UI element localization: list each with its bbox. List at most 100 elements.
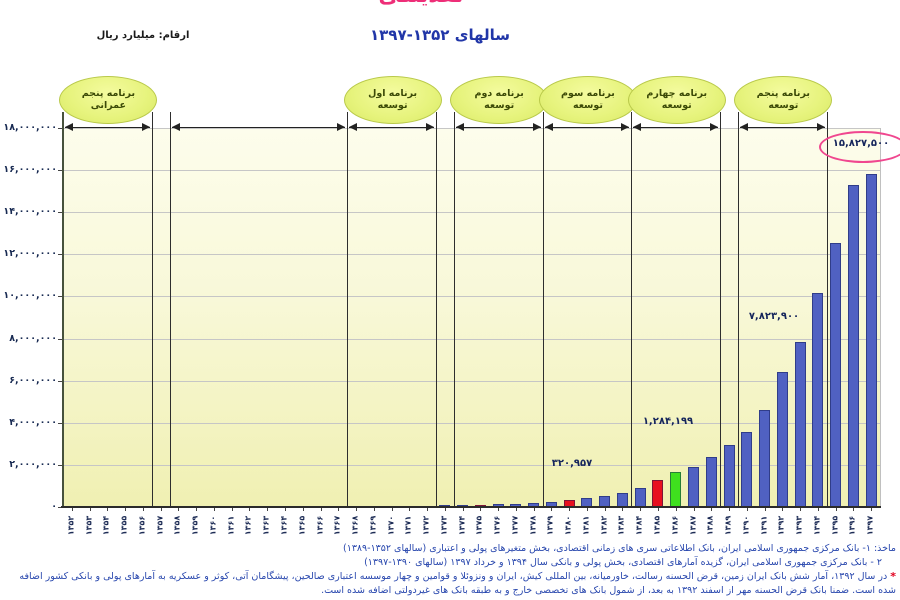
plan-oval-label-line1: برنامه چهارم	[646, 87, 708, 99]
plan-oval: برنامه سوم توسعه	[538, 76, 637, 124]
bar	[794, 342, 806, 507]
bar	[865, 173, 877, 507]
x-axis-tick-label: ۱۳۶۶	[315, 515, 325, 536]
y-axis-label: ۱۸,۰۰۰,۰۰۰	[3, 122, 57, 133]
x-axis-tick-label: ۱۳۶۳	[261, 515, 271, 536]
gridline	[63, 464, 880, 466]
chart-subtitle-years: سالهای ۱۳۵۲-۱۳۹۷	[369, 26, 510, 44]
plan-oval-label-line1: برنامه اول	[368, 87, 418, 99]
x-axis-tick-label: ۱۳۹۲	[776, 515, 786, 536]
x-axis-tick-label: ۱۳۸۴	[634, 515, 644, 536]
plan-oval-label-line2: توسعه	[768, 100, 799, 111]
x-axis-tick	[338, 508, 340, 511]
x-axis-tick-label: ۱۳۹۴	[812, 515, 822, 536]
plan-span-arrow	[455, 123, 541, 131]
plan-span-arrow	[739, 123, 825, 131]
highlight-ellipse	[819, 131, 900, 163]
x-axis-tick-label: ۱۳۹۶	[847, 515, 857, 536]
bar	[705, 457, 717, 507]
y-axis-label: ۱۲,۰۰۰,۰۰۰	[3, 248, 57, 260]
source-line-1: ماخذ: ۱- بانک مرکزی جمهوری اسلامی ایران،…	[343, 543, 896, 554]
x-axis-tick	[249, 508, 251, 511]
x-axis-tick	[746, 508, 748, 511]
gridline	[63, 128, 880, 129]
gridline	[63, 254, 880, 256]
x-axis-tick-label: ۱۳۵۴	[101, 515, 111, 536]
x-axis-tick	[267, 508, 269, 511]
y-axis-tick	[58, 380, 63, 382]
x-axis-tick	[71, 508, 73, 511]
plan-span-arrow	[171, 123, 346, 131]
plan-boundary-line	[454, 112, 455, 507]
plan-oval-label-line1: برنامه پنجم	[81, 87, 136, 99]
y-axis-tick	[58, 128, 63, 129]
x-axis-tick	[729, 508, 731, 511]
x-axis-tick-label: ۱۳۹۳	[794, 515, 804, 536]
y-axis-tick	[58, 338, 63, 340]
x-axis-tick-label: ۱۳۵۶	[137, 515, 147, 536]
plan-oval: برنامه دوم توسعه	[450, 76, 549, 124]
gridline	[63, 170, 880, 172]
plan-oval-label-line1: برنامه دوم	[474, 87, 524, 99]
x-axis-tick	[320, 508, 322, 511]
value-label: ۷,۸۲۳,۹۰۰	[748, 311, 800, 322]
x-axis-tick-label: ۱۳۹۱	[759, 515, 769, 536]
x-axis-tick	[853, 508, 855, 511]
x-axis-tick-label: ۱۳۷۸	[528, 515, 538, 536]
plan-oval: برنامه پنجم عمرانی	[59, 76, 158, 124]
x-axis-tick	[302, 508, 304, 511]
y-axis-line	[62, 112, 64, 507]
x-axis-tick-label: ۱۳۷۰	[386, 515, 396, 536]
x-axis-tick-label: ۱۳۷۷	[510, 515, 520, 536]
x-axis-tick	[178, 508, 180, 511]
page-title-clipped: نقدینگی	[366, 0, 476, 7]
x-axis-tick	[89, 508, 91, 511]
y-axis-label: ۱۰,۰۰۰,۰۰۰	[3, 290, 57, 302]
x-axis-tick	[356, 508, 358, 511]
x-axis-tick	[231, 508, 233, 511]
x-axis-tick	[604, 508, 606, 511]
x-axis-tick-label: ۱۳۶۴	[279, 515, 289, 536]
x-axis-tick	[764, 508, 766, 511]
x-axis-tick-label: ۱۳۹۵	[830, 515, 840, 536]
footnote-paragraph: * در سال ۱۳۹۲، آمار شش بانک ایران زمین، …	[6, 570, 896, 598]
plan-span-arrow	[544, 123, 630, 131]
y-axis-label: ۴,۰۰۰,۰۰۰	[9, 416, 57, 428]
x-axis-tick-label: ۱۳۶۲	[243, 515, 253, 536]
plan-span-arrow	[349, 123, 434, 131]
plan-oval-label-line1: برنامه سوم	[561, 87, 615, 99]
x-axis-tick-label: ۱۳۵۵	[119, 515, 129, 536]
y-axis-tick	[58, 212, 63, 214]
x-axis-tick-label: ۱۳۵۷	[155, 515, 165, 536]
x-axis-tick	[569, 508, 571, 511]
x-axis-tick	[782, 508, 784, 511]
footnote-text: در سال ۱۳۹۲، آمار شش بانک ایران زمین، قر…	[19, 571, 896, 596]
y-axis-label: ۶,۰۰۰,۰۰۰	[9, 374, 57, 386]
x-axis-tick	[693, 508, 695, 511]
bar	[688, 466, 699, 507]
plan-boundary-line	[170, 112, 171, 507]
gridline	[63, 380, 880, 382]
x-axis-tick	[551, 508, 553, 511]
gridline	[63, 422, 880, 424]
plan-oval-label-line2: توسعه	[484, 100, 515, 111]
plan-oval: برنامه پنجم توسعه	[734, 76, 833, 124]
x-axis-tick	[622, 508, 624, 511]
bar	[652, 479, 664, 507]
y-axis-tick	[58, 254, 63, 256]
bar	[634, 487, 646, 507]
y-axis-label: ۱۴,۰۰۰,۰۰۰	[3, 206, 57, 218]
plan-oval-label-line2: توسعه	[377, 100, 408, 111]
x-axis-tick	[427, 508, 429, 511]
x-axis-tick	[142, 508, 144, 511]
x-axis-tick-label: ۱۳۸۵	[652, 515, 662, 536]
bar	[847, 184, 859, 507]
y-axis-tick	[58, 170, 63, 172]
bar	[776, 372, 788, 507]
x-axis-tick	[498, 508, 500, 511]
plan-boundary-line	[543, 112, 544, 507]
value-label: ۳۲۰,۹۵۷	[551, 458, 593, 469]
plan-oval-label-line2: عمرانی	[90, 100, 126, 111]
x-axis-tick-label: ۱۳۷۵	[474, 515, 484, 536]
x-axis-tick-label: ۱۳۸۶	[670, 515, 680, 536]
